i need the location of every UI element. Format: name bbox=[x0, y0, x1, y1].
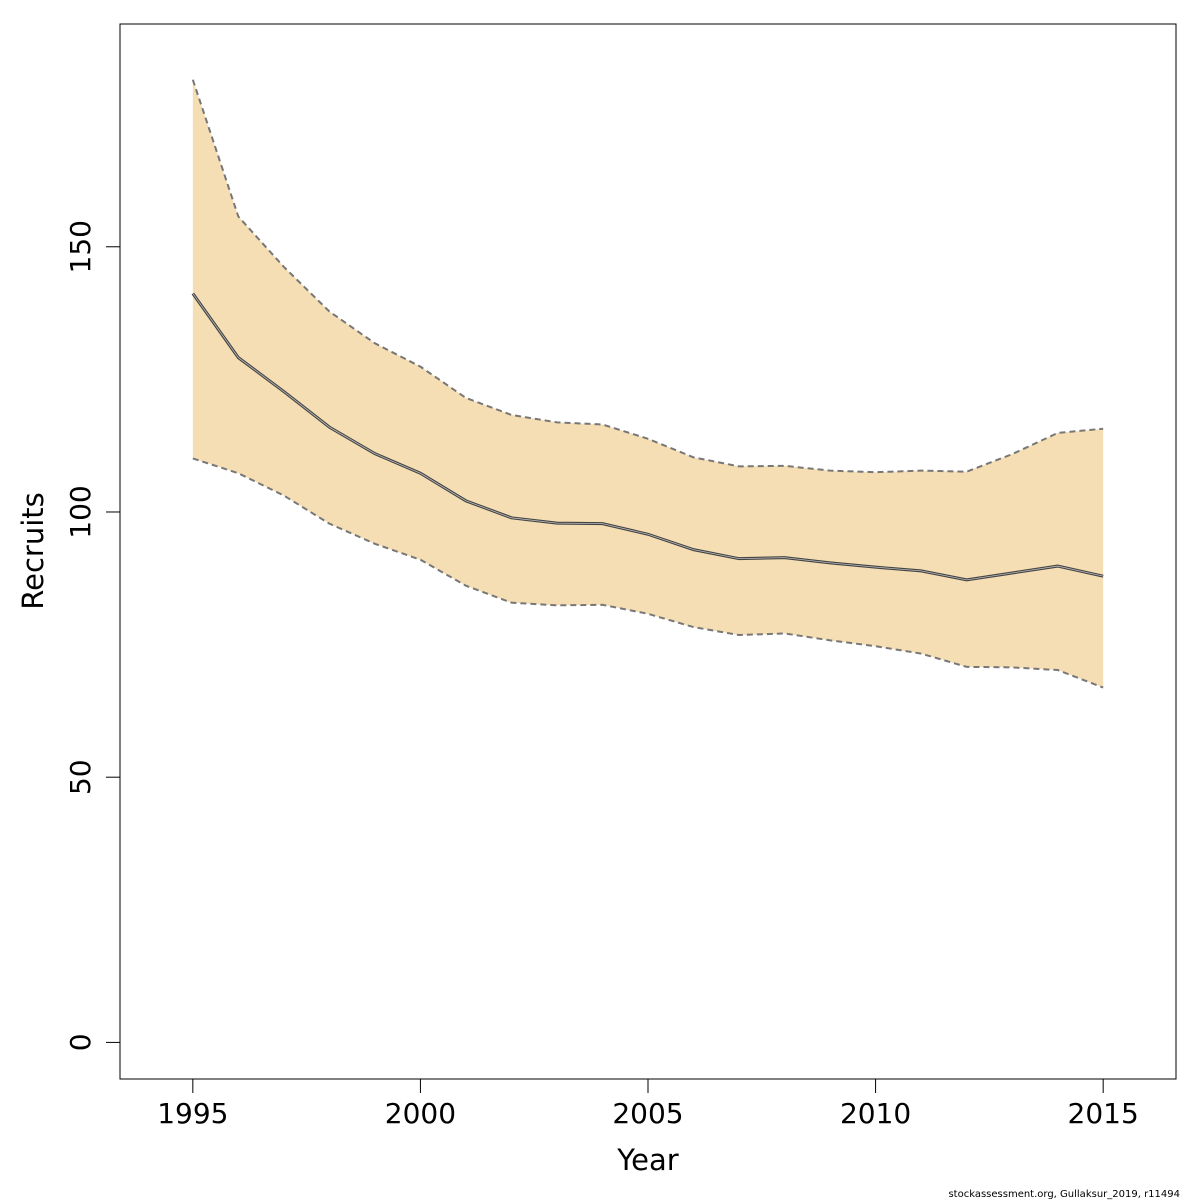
y-axis-title: Recruits bbox=[16, 492, 50, 609]
y-tick-label: 0 bbox=[64, 1033, 97, 1051]
confidence-band bbox=[192, 79, 1104, 688]
footer-credit: stockassessment.org, Gullaksur_2019, r11… bbox=[948, 1189, 1180, 1200]
x-axis: 1995 2000 2005 2010 2015 bbox=[157, 1078, 1139, 1130]
confidence-band-layer bbox=[191, 79, 1104, 689]
x-tick-label: 2005 bbox=[612, 1097, 683, 1130]
estimate-line-layer bbox=[191, 292, 1104, 582]
x-tick-label: 1995 bbox=[157, 1097, 228, 1130]
x-tick-label: 2000 bbox=[385, 1097, 456, 1130]
estimate-line-highlight bbox=[192, 293, 1104, 581]
y-tick-label: 100 bbox=[64, 485, 97, 538]
y-tick-label: 50 bbox=[64, 759, 97, 795]
upper-bound-line bbox=[191, 79, 1104, 474]
y-tick-label: 150 bbox=[64, 220, 97, 273]
x-axis-title: Year bbox=[616, 1143, 678, 1177]
x-tick-label: 2010 bbox=[840, 1097, 911, 1130]
x-tick-label: 2015 bbox=[1068, 1097, 1139, 1130]
y-axis: 0 50 100 150 bbox=[64, 220, 121, 1051]
